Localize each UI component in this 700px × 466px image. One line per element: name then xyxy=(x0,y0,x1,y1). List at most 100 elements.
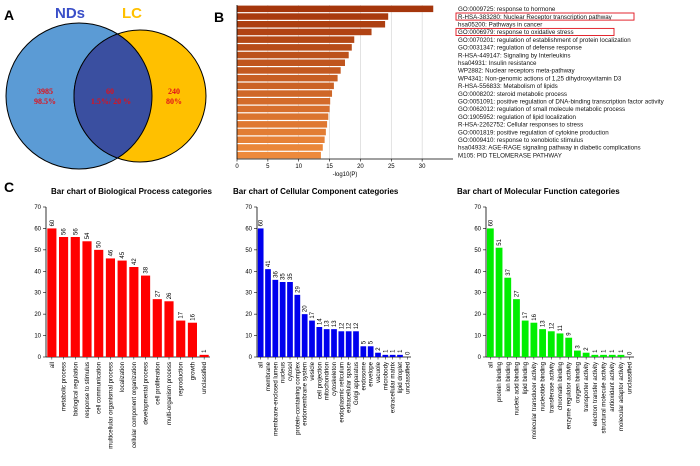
enrich-bar xyxy=(237,90,333,97)
bp-category-label: unclassified xyxy=(201,362,208,394)
mf-bar xyxy=(608,354,616,357)
cc-value-label: 12 xyxy=(347,322,353,329)
enrich-term-label: hsa05200: Pathways in cancer xyxy=(458,21,542,28)
cc-category-label: microbody xyxy=(382,361,389,390)
bp-category-label: growth xyxy=(189,362,196,380)
mf-bar xyxy=(547,331,555,357)
mf-category-label: nucleic acid binding xyxy=(513,362,520,415)
enrich-term-label: M105: PID TELOMERASE PATHWAY xyxy=(458,152,562,159)
cc-category-label: endoplasmic reticulum xyxy=(338,362,345,423)
enrich-bar xyxy=(237,98,331,105)
bp-value-label: 42 xyxy=(132,258,138,265)
cc-bar xyxy=(272,279,279,357)
mf-value-label: 37 xyxy=(506,268,512,275)
mf-value-label: 2 xyxy=(584,347,590,351)
enrich-bar xyxy=(237,67,341,74)
cc-value-label: 5 xyxy=(361,340,367,344)
bp-bar xyxy=(141,275,151,357)
cc-bar xyxy=(367,346,374,357)
enrich-bar xyxy=(237,36,355,43)
mf-value-label: 17 xyxy=(523,311,529,318)
venn-title-lc: LC xyxy=(122,5,142,22)
bp-category-label: reproduction xyxy=(178,362,185,396)
enrich-bar xyxy=(237,82,334,90)
cc-value-label: 13 xyxy=(332,320,338,327)
enrich-term-label: GO:0008202: steroid metabolic process xyxy=(458,91,567,98)
cc-value-label: 1 xyxy=(383,349,389,353)
bp-bar xyxy=(94,249,104,357)
cc-value-label: 2 xyxy=(376,347,382,351)
bp-value-label: 38 xyxy=(144,266,150,273)
mf-value-label: 3 xyxy=(575,345,581,349)
enrich-term-label: GO:0062012: regulation of small molecule… xyxy=(458,106,625,113)
enrich-bar xyxy=(237,121,328,128)
enrich-x-axis-label: -log10(P) xyxy=(333,172,358,178)
cc-bar xyxy=(382,354,389,357)
cc-bar xyxy=(345,331,352,357)
bp-category-label: multi-organism process xyxy=(166,362,173,425)
mf-chart-title: Bar chart of Molecular Function categori… xyxy=(457,187,620,196)
enrich-term-label: R-HSA-449147: Signaling by Interleukins xyxy=(458,52,570,59)
bp-bar xyxy=(199,354,209,357)
bp-y-tick-label: 0 xyxy=(38,355,42,361)
panel-label-a: A xyxy=(4,7,14,23)
enrich-term-label: hsa04931: Insulin resistance xyxy=(458,60,537,67)
mf-value-label: 27 xyxy=(514,290,520,297)
cc-value-label: 12 xyxy=(339,322,345,329)
mf-category-label: antioxidant activity xyxy=(609,361,616,412)
mf-bar xyxy=(591,354,599,357)
mf-category-label: unclassified xyxy=(627,362,634,394)
cc-category-label: envelope xyxy=(368,361,375,386)
cc-category-label: Golgi apparatus xyxy=(353,362,360,405)
cc-category-label: nucleus xyxy=(280,362,287,383)
cc-y-tick-label: 60 xyxy=(245,226,252,232)
enrich-bar xyxy=(237,13,389,20)
cc-value-label: 5 xyxy=(369,340,375,344)
bp-category-label: localization xyxy=(119,362,126,392)
enrich-bar xyxy=(237,113,329,120)
mf-bar-chart: Bar chart of Molecular Function categori… xyxy=(457,187,634,439)
bp-y-tick-label: 70 xyxy=(34,205,41,211)
cc-bar xyxy=(360,346,367,357)
enrich-bar xyxy=(237,21,386,28)
enrich-term-label: GO:0009725: response to hormone xyxy=(458,6,556,13)
cc-chart-title: Bar chart of Cellular Component categori… xyxy=(233,187,399,196)
bp-value-label: 16 xyxy=(190,313,196,320)
cc-y-tick-label: 40 xyxy=(245,269,252,275)
cc-value-label: 60 xyxy=(259,219,265,226)
cc-value-label: 20 xyxy=(303,305,309,312)
mf-value-label: 11 xyxy=(558,325,564,332)
bp-bar xyxy=(70,237,80,357)
bp-value-label: 27 xyxy=(155,290,161,297)
mf-y-tick-label: 10 xyxy=(474,334,481,340)
mf-value-label: 1 xyxy=(593,349,599,353)
enrich-bar xyxy=(237,105,330,113)
bp-chart-title: Bar chart of Biological Process categori… xyxy=(51,187,212,196)
enrich-term-label: GO:0006979: response to oxidative stress xyxy=(458,29,574,36)
enrich-term-label: WP2882: Nuclear receptors meta-pathway xyxy=(458,68,575,75)
mf-value-label: 16 xyxy=(532,313,538,320)
bp-category-label: biological regulation xyxy=(72,362,79,416)
mf-y-tick-label: 70 xyxy=(474,205,481,211)
mf-y-tick-label: 20 xyxy=(474,312,481,318)
enrich-term-label: GO:0031347: regulation of defense respon… xyxy=(458,45,582,52)
mf-category-label: transporter activity xyxy=(583,361,590,412)
venn-lc-only-count: 240 xyxy=(168,87,180,96)
cc-category-label: cytoskeleton xyxy=(331,362,338,396)
bp-bar xyxy=(176,320,186,357)
mf-category-label: molecular adaptor activity xyxy=(618,361,625,431)
mf-category-label: ion binding xyxy=(505,362,512,391)
enrich-term-label: R-HSA-556833: Metabolism of lipids xyxy=(458,83,558,90)
mf-bar xyxy=(565,337,573,357)
bp-value-label: 26 xyxy=(167,292,173,299)
cc-category-label: endosome xyxy=(360,361,367,390)
bp-category-label: cellular component organization xyxy=(131,362,138,448)
enrich-term-label: GO:1905952: regulation of lipid localiza… xyxy=(458,114,577,121)
bp-value-label: 46 xyxy=(108,249,114,256)
mf-category-label: molecular transducer activity xyxy=(531,361,538,439)
bp-y-tick-label: 20 xyxy=(34,312,41,318)
cc-value-label: 12 xyxy=(354,322,360,329)
cc-bar xyxy=(294,294,301,357)
